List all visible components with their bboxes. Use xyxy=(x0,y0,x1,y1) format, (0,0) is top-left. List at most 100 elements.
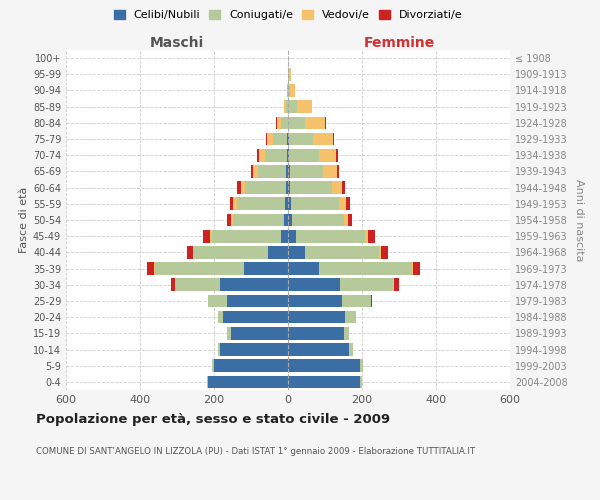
Bar xyxy=(259,165,286,177)
Bar xyxy=(394,278,398,291)
Bar xyxy=(288,84,290,97)
Bar xyxy=(319,262,412,275)
Bar xyxy=(288,132,289,145)
Bar xyxy=(288,100,297,113)
Bar xyxy=(257,149,259,162)
Bar xyxy=(227,294,288,308)
Bar xyxy=(288,278,340,291)
Bar xyxy=(323,165,337,177)
Bar xyxy=(288,116,305,129)
Bar xyxy=(337,165,339,177)
Bar xyxy=(346,198,350,210)
Bar xyxy=(348,214,352,226)
Bar xyxy=(212,230,281,242)
Bar xyxy=(194,246,268,258)
Bar xyxy=(288,165,290,177)
Bar xyxy=(413,262,421,275)
Bar xyxy=(292,214,343,226)
Bar xyxy=(288,311,346,324)
Bar xyxy=(349,343,353,356)
Bar xyxy=(290,165,323,177)
Bar xyxy=(287,84,288,97)
Bar xyxy=(244,262,288,275)
Bar xyxy=(227,327,230,340)
Bar xyxy=(346,311,356,324)
Bar xyxy=(208,376,288,388)
Bar xyxy=(238,182,241,194)
Text: COMUNE DI SANT'ANGELO IN LIZZOLA (PU) - Dati ISTAT 1° gennaio 2009 - Elaborazion: COMUNE DI SANT'ANGELO IN LIZZOLA (PU) - … xyxy=(36,448,475,456)
Bar xyxy=(305,116,325,129)
Bar xyxy=(360,360,363,372)
Bar xyxy=(266,132,273,145)
Bar xyxy=(210,230,212,242)
Legend: Celibi/Nubili, Coniugati/e, Vedovi/e, Divorziati/e: Celibi/Nubili, Coniugati/e, Vedovi/e, Di… xyxy=(109,6,467,25)
Bar xyxy=(290,84,295,97)
Bar xyxy=(332,182,341,194)
Bar xyxy=(343,327,349,340)
Bar xyxy=(371,294,372,308)
Y-axis label: Anni di nascita: Anni di nascita xyxy=(574,179,584,261)
Y-axis label: Fasce di età: Fasce di età xyxy=(19,187,29,253)
Bar xyxy=(259,149,265,162)
Bar xyxy=(287,132,288,145)
Bar xyxy=(233,214,284,226)
Bar xyxy=(288,182,290,194)
Bar xyxy=(245,182,286,194)
Bar xyxy=(193,246,194,258)
Text: Maschi: Maschi xyxy=(150,36,204,50)
Bar xyxy=(146,262,154,275)
Bar xyxy=(277,116,281,129)
Bar xyxy=(276,116,277,129)
Bar xyxy=(187,246,193,258)
Bar xyxy=(218,311,223,324)
Bar xyxy=(251,165,253,177)
Bar xyxy=(287,149,288,162)
Bar xyxy=(212,360,214,372)
Bar xyxy=(341,182,346,194)
Bar xyxy=(273,132,287,145)
Bar xyxy=(289,149,319,162)
Bar xyxy=(289,132,313,145)
Bar xyxy=(233,198,237,210)
Bar xyxy=(281,230,288,242)
Bar xyxy=(286,182,288,194)
Bar xyxy=(288,327,343,340)
Bar xyxy=(288,294,341,308)
Bar xyxy=(203,230,210,242)
Bar xyxy=(286,165,288,177)
Bar xyxy=(291,198,339,210)
Bar xyxy=(319,149,337,162)
Bar xyxy=(325,116,326,129)
Bar xyxy=(284,214,288,226)
Bar xyxy=(297,100,312,113)
Text: Popolazione per età, sesso e stato civile - 2009: Popolazione per età, sesso e stato civil… xyxy=(36,412,390,426)
Bar xyxy=(380,246,388,258)
Bar xyxy=(227,214,230,226)
Bar xyxy=(296,230,365,242)
Bar xyxy=(337,149,338,162)
Bar xyxy=(379,246,380,258)
Bar xyxy=(285,198,288,210)
Bar xyxy=(208,294,227,308)
Bar xyxy=(365,230,368,242)
Bar xyxy=(223,311,288,324)
Bar xyxy=(313,132,333,145)
Bar xyxy=(230,214,233,226)
Bar xyxy=(288,230,296,242)
Bar xyxy=(220,343,288,356)
Bar xyxy=(288,68,289,80)
Bar xyxy=(290,182,332,194)
Text: Femmine: Femmine xyxy=(364,36,434,50)
Bar xyxy=(288,376,360,388)
Bar xyxy=(333,132,334,145)
Bar xyxy=(368,230,375,242)
Bar xyxy=(220,278,288,291)
Bar xyxy=(230,198,233,210)
Bar xyxy=(237,198,285,210)
Bar xyxy=(343,214,348,226)
Bar xyxy=(288,343,349,356)
Bar xyxy=(288,149,289,162)
Bar xyxy=(340,278,394,291)
Bar xyxy=(230,327,288,340)
Bar xyxy=(288,214,292,226)
